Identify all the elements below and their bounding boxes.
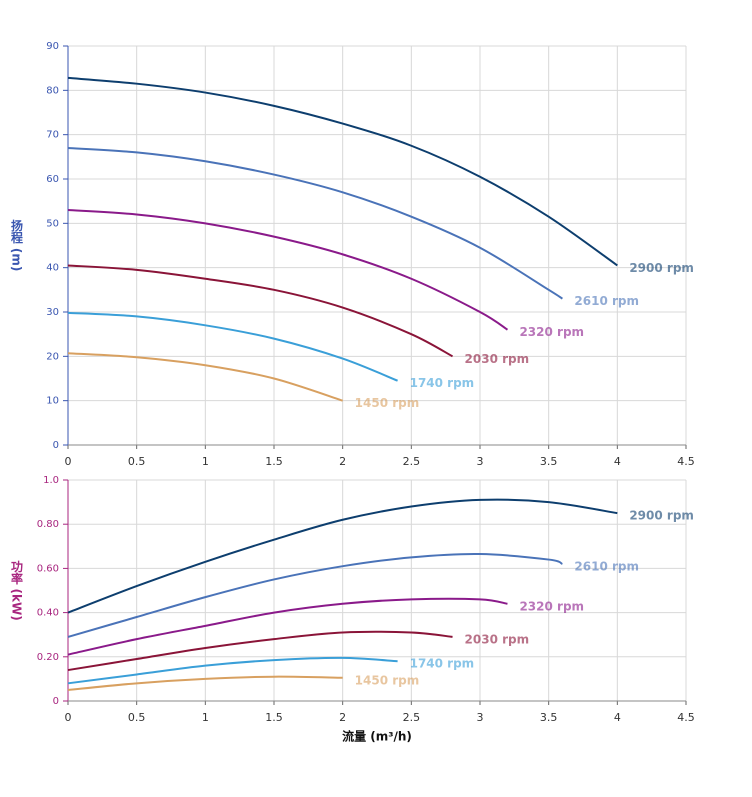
x-tick-label: 2.5 — [403, 711, 421, 724]
x-tick-label: 4.5 — [677, 711, 695, 724]
x-tick-label: 1 — [202, 455, 209, 468]
series-label: 2900 rpm — [629, 509, 694, 523]
series-line — [67, 264, 454, 358]
x-tick-label: 2.5 — [403, 455, 421, 468]
y-axis-label: 扬程 (m) — [10, 218, 24, 271]
y-tick-label: 80 — [46, 85, 59, 96]
series-label: 1740 rpm — [410, 376, 475, 390]
x-tick-label: 3.5 — [540, 711, 558, 724]
y-tick-label: 1.0 — [43, 475, 59, 486]
x-tick-label: 0.5 — [128, 711, 146, 724]
x-tick-label: 4 — [614, 455, 621, 468]
y-tick-label: 60 — [46, 174, 59, 185]
series-line — [67, 209, 509, 331]
series-line — [67, 552, 563, 638]
series-label: 2030 rpm — [465, 632, 530, 646]
x-tick-label: 0 — [65, 455, 72, 468]
y-tick-label: 40 — [46, 263, 59, 274]
series-label: 1450 rpm — [355, 673, 420, 687]
series-line — [67, 675, 343, 691]
x-tick-label: 0.5 — [128, 455, 146, 468]
y-axis-label: 功率 (kW) — [10, 559, 24, 621]
series-label: 2900 rpm — [629, 261, 694, 275]
x-tick-label: 1.5 — [265, 455, 283, 468]
x-axis-label: 流量 (m³/h) — [342, 729, 412, 744]
series-line — [67, 311, 398, 382]
series-line — [67, 630, 453, 672]
y-tick-label: 0.40 — [37, 608, 59, 619]
y-tick-label: 0.20 — [37, 652, 59, 663]
series-line — [67, 76, 618, 267]
series-line — [67, 146, 563, 300]
series-label: 1740 rpm — [410, 657, 475, 671]
x-tick-label: 2 — [339, 711, 346, 724]
x-tick-label: 3 — [477, 711, 484, 724]
series-label: 2610 rpm — [574, 559, 639, 573]
series-line — [67, 498, 618, 614]
y-tick-label: 90 — [46, 41, 59, 52]
series-label: 2610 rpm — [574, 294, 639, 308]
x-tick-label: 3.5 — [540, 455, 558, 468]
y-tick-label: 70 — [46, 130, 59, 141]
y-tick-label: 0 — [53, 696, 59, 707]
y-tick-label: 0.80 — [37, 519, 59, 530]
y-tick-label: 10 — [46, 396, 59, 407]
series-line — [67, 352, 343, 402]
y-tick-label: 0 — [53, 440, 59, 451]
x-tick-label: 3 — [477, 455, 484, 468]
x-tick-label: 1 — [202, 711, 209, 724]
x-tick-label: 0 — [65, 711, 72, 724]
y-tick-label: 20 — [46, 351, 59, 362]
x-tick-label: 2 — [339, 455, 346, 468]
series-label: 2320 rpm — [519, 325, 584, 339]
series-line — [67, 656, 398, 685]
y-tick-label: 30 — [46, 307, 59, 318]
series-label: 2320 rpm — [519, 599, 584, 613]
x-tick-label: 4 — [614, 711, 621, 724]
x-tick-label: 4.5 — [677, 455, 695, 468]
y-tick-label: 50 — [46, 218, 59, 229]
series-label: 1450 rpm — [355, 396, 420, 410]
y-tick-label: 0.60 — [37, 563, 59, 574]
series-label: 2030 rpm — [465, 352, 530, 366]
series-line — [67, 597, 508, 656]
x-tick-label: 1.5 — [265, 711, 283, 724]
